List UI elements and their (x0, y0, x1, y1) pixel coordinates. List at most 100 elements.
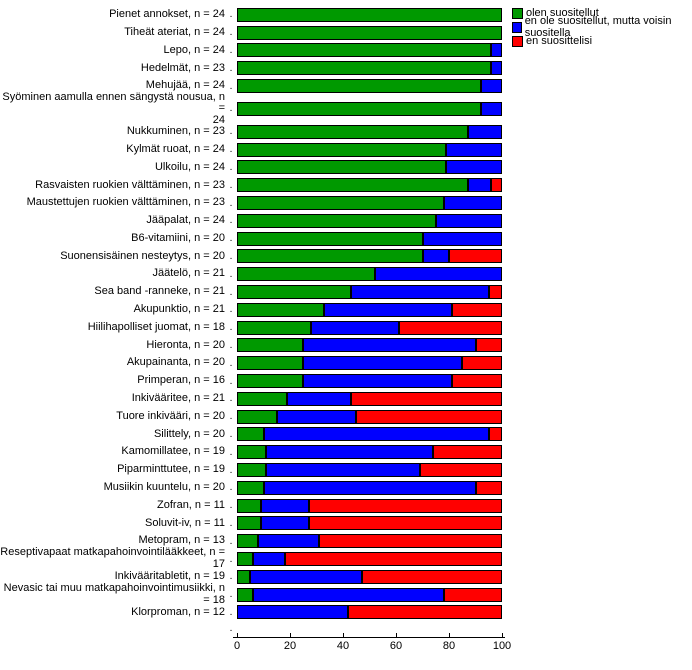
legend-swatch (512, 22, 522, 33)
stacked-bar (237, 232, 502, 246)
stacked-bar (237, 8, 502, 22)
row-marker-dot: . (229, 447, 233, 458)
chart-row: Soluvit-iv, n = 11. (0, 515, 502, 533)
chart-row: Jäätelö, n = 21. (0, 265, 502, 283)
stacked-bar (237, 445, 502, 459)
bar-segment (285, 552, 502, 566)
bar-segment (351, 392, 502, 406)
chart-row: Suonensisäinen nesteytys, n = 20. (0, 248, 502, 266)
bar-segment (468, 125, 502, 139)
stacked-bar-chart: Pienet annokset, n = 24.Tiheät ateriat, … (0, 0, 692, 670)
bar-segment (319, 534, 502, 548)
row-marker-dot: . (229, 482, 233, 493)
stacked-bar (237, 214, 502, 228)
row-label: Zofran, n = 11 (0, 500, 229, 512)
bar-segment (420, 463, 502, 477)
bar-segment (237, 232, 423, 246)
bar-segment (449, 249, 502, 263)
bar-segment (399, 321, 502, 335)
axis-tick-label: 40 (337, 640, 349, 652)
row-label: Jääpalat, n = 24 (0, 215, 229, 227)
row-label: Nevasic tai muu matkapahoinvointimusiikk… (0, 583, 229, 606)
stacked-bar (237, 374, 502, 388)
x-axis: 020406080100 (233, 637, 505, 656)
axis-tick (449, 633, 450, 638)
row-label: Rasvaisten ruokien välttäminen, n = 23 (0, 180, 229, 192)
chart-row: Nevasic tai muu matkapahoinvointimusiikk… (0, 586, 502, 604)
row-label: Suonensisäinen nesteytys, n = 20 (0, 251, 229, 263)
chart-row: Lepo, n = 24. (0, 42, 502, 60)
chart-row: B6-vitamiini, n = 20. (0, 230, 502, 248)
chart-row: Rasvaisten ruokien välttäminen, n = 23. (0, 176, 502, 194)
bar-segment (351, 285, 489, 299)
row-label: Soluvit-iv, n = 11 (0, 518, 229, 530)
row-marker-dot: . (229, 180, 233, 191)
row-marker-dot: . (229, 571, 233, 582)
axis-tick-label: 100 (493, 640, 511, 652)
row-marker-dot: . (229, 623, 233, 634)
bar-segment (423, 232, 503, 246)
row-label: Musiikin kuuntelu, n = 20 (0, 482, 229, 494)
bar-segment (237, 102, 481, 116)
chart-row: Maustettujen ruokien välttäminen, n = 23… (0, 194, 502, 212)
stacked-bar (237, 79, 502, 93)
bar-segment (237, 410, 277, 424)
bar-segment (237, 249, 423, 263)
stacked-bar (237, 338, 502, 352)
row-marker-dot: . (229, 103, 233, 114)
row-label: Reseptivapaat matkapahoinvointilääkkeet,… (0, 547, 229, 570)
bar-segment (348, 605, 502, 619)
stacked-bar (237, 43, 502, 57)
bar-segment (446, 160, 502, 174)
stacked-bar (237, 285, 502, 299)
stacked-bar (237, 534, 502, 548)
axis-tick (343, 633, 344, 638)
axis-tick (502, 633, 503, 638)
row-label: Inkivääritee, n = 21 (0, 393, 229, 405)
bar-segment (237, 196, 444, 210)
stacked-bar (237, 102, 502, 116)
bar-segment (237, 79, 481, 93)
row-label: Pienet annokset, n = 24 (0, 9, 229, 21)
bar-segment (375, 267, 502, 281)
chart-row: Primperan, n = 16. (0, 372, 502, 390)
row-marker-dot: . (229, 340, 233, 351)
row-marker-dot: . (229, 554, 233, 565)
row-label: Akupainanta, n = 20 (0, 357, 229, 369)
bar-segment (237, 321, 311, 335)
row-marker-dot: . (229, 304, 233, 315)
chart-row: Hiilihapolliset juomat, n = 18. (0, 319, 502, 337)
chart-row: Inkivääritee, n = 21. (0, 390, 502, 408)
bar-segment (476, 481, 503, 495)
bar-segment (250, 570, 361, 584)
chart-row: Musiikin kuuntelu, n = 20. (0, 479, 502, 497)
row-label: B6-vitamiini, n = 20 (0, 233, 229, 245)
row-label: Tuore inkivääri, n = 20 (0, 411, 229, 423)
bar-segment (423, 249, 450, 263)
bar-segment (476, 338, 503, 352)
chart-row: Syöminen aamulla ennen sängystä nousua, … (0, 95, 502, 123)
bar-segment (237, 481, 264, 495)
row-label: Jäätelö, n = 21 (0, 268, 229, 280)
chart-row: Reseptivapaat matkapahoinvointilääkkeet,… (0, 550, 502, 568)
bar-segment (261, 516, 309, 530)
bar-segment (491, 178, 502, 192)
chart-row: Kamomillatee, n = 19. (0, 443, 502, 461)
row-label: Kylmät ruoat, n = 24 (0, 144, 229, 156)
stacked-bar (237, 160, 502, 174)
stacked-bar (237, 321, 502, 335)
stacked-bar (237, 588, 502, 602)
chart-row: Jääpalat, n = 24. (0, 212, 502, 230)
stacked-bar (237, 516, 502, 530)
chart-row: Pienet annokset, n = 24. (0, 6, 502, 24)
stacked-bar (237, 481, 502, 495)
legend: olen suositelluten ole suositellut, mutt… (512, 6, 692, 48)
chart-row: Sea band -ranneke, n = 21. (0, 283, 502, 301)
row-marker-dot: . (229, 393, 233, 404)
stacked-bar (237, 605, 502, 619)
stacked-bar (237, 463, 502, 477)
bar-segment (253, 552, 285, 566)
axis-tick (396, 633, 397, 638)
row-label: Sea band -ranneke, n = 21 (0, 286, 229, 298)
bar-segment (356, 410, 502, 424)
